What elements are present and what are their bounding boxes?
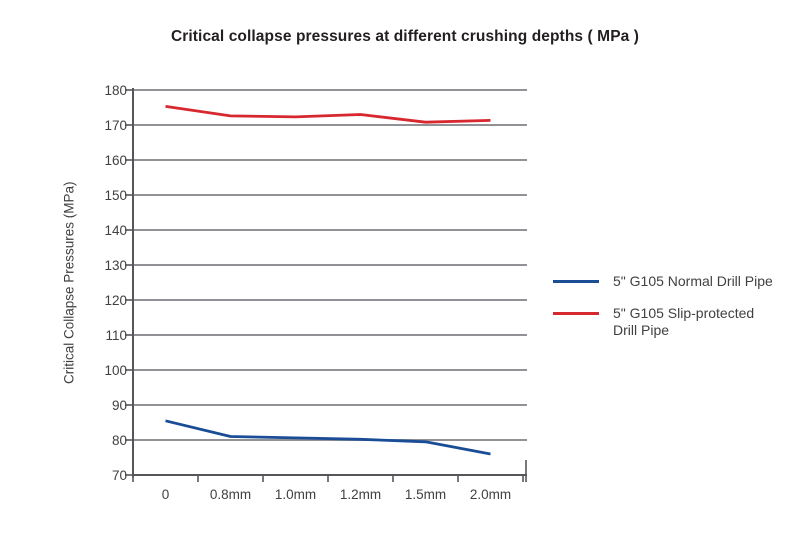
y-tick-label-170: 170 <box>104 117 127 133</box>
y-tick-label-140: 140 <box>104 222 127 238</box>
series-line-normal <box>165 419 491 456</box>
legend-label: 5" G105 Slip-protected Drill Pipe <box>613 305 754 339</box>
x-tick-label-0: 0 <box>161 487 170 502</box>
y-tick-label-90: 90 <box>111 397 127 413</box>
legend-swatch-line <box>553 280 599 283</box>
x-tick-label-4: 1.5mm <box>404 487 447 502</box>
series-line-slip-protected <box>165 105 491 124</box>
x-tick-label-5: 2.0mm <box>469 487 512 502</box>
y-tick-label-70: 70 <box>111 467 127 483</box>
y-tick-label-180: 180 <box>104 82 127 98</box>
x-tick-label-1: 0.8mm <box>209 487 252 502</box>
legend-label: 5" G105 Normal Drill Pipe <box>613 273 773 290</box>
legend-item-normal: 5" G105 Normal Drill Pipe <box>553 273 773 290</box>
legend-swatch-line <box>553 312 599 315</box>
x-tick-label-2: 1.0mm <box>274 487 317 502</box>
y-tick-label-130: 130 <box>104 257 127 273</box>
legend-item-slip-protected: 5" G105 Slip-protected Drill Pipe <box>553 305 773 339</box>
legend: 5" G105 Normal Drill Pipe 5" G105 Slip-pr… <box>553 273 773 354</box>
chart-title: Critical collapse pressures at different… <box>170 28 640 45</box>
y-tick-label-80: 80 <box>111 432 127 448</box>
y-tick-label-160: 160 <box>104 152 127 168</box>
legend-label-line: Drill Pipe <box>613 322 670 338</box>
y-tick-label-110: 110 <box>105 327 127 343</box>
y-tick-label-150: 150 <box>104 187 127 203</box>
legend-label-line: 5" G105 Slip-protected <box>613 305 755 321</box>
y-tick-label-100: 100 <box>104 362 127 378</box>
x-tick-label-3: 1.2mm <box>339 487 382 502</box>
y-tick-label-120: 120 <box>104 292 127 308</box>
legend-label-line: 5" G105 Normal Drill Pipe <box>613 273 773 289</box>
